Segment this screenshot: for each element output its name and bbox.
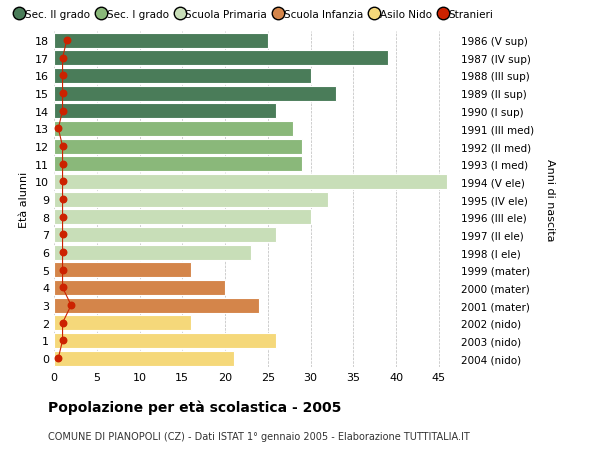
Point [67,302,76,309]
Bar [54,174,448,190]
Point [58,249,67,256]
Bar [54,122,293,137]
Point [58,284,67,291]
Bar [54,351,233,366]
Point [53,355,63,362]
Bar [54,316,191,330]
Bar [54,69,311,84]
Point [58,161,67,168]
Bar [54,210,311,225]
Y-axis label: Età alunni: Età alunni [19,172,29,228]
Bar [54,333,277,348]
Point [58,231,67,239]
Bar [54,157,302,172]
Point [58,179,67,186]
Point [58,196,67,203]
Point [58,143,67,151]
Bar [54,298,259,313]
Y-axis label: Anni di nascita: Anni di nascita [545,158,555,241]
Text: Popolazione per età scolastica - 2005: Popolazione per età scolastica - 2005 [48,399,341,414]
Point [58,337,67,344]
Bar [54,51,388,66]
Bar [54,86,336,101]
Legend: Sec. II grado, Sec. I grado, Scuola Primaria, Scuola Infanzia, Asilo Nido, Stran: Sec. II grado, Sec. I grado, Scuola Prim… [17,10,493,20]
Bar [54,245,251,260]
Point [53,125,63,133]
Point [58,108,67,115]
Point [58,55,67,62]
Bar [54,139,302,154]
Bar [54,228,277,242]
Point [62,37,71,45]
Bar [54,263,191,278]
Text: COMUNE DI PIANOPOLI (CZ) - Dati ISTAT 1° gennaio 2005 - Elaborazione TUTTITALIA.: COMUNE DI PIANOPOLI (CZ) - Dati ISTAT 1°… [48,431,470,442]
Point [58,267,67,274]
Bar [54,34,268,49]
Point [58,90,67,97]
Bar [54,104,277,119]
Point [58,319,67,327]
Point [58,73,67,80]
Bar [54,192,328,207]
Point [58,213,67,221]
Bar [54,280,225,295]
